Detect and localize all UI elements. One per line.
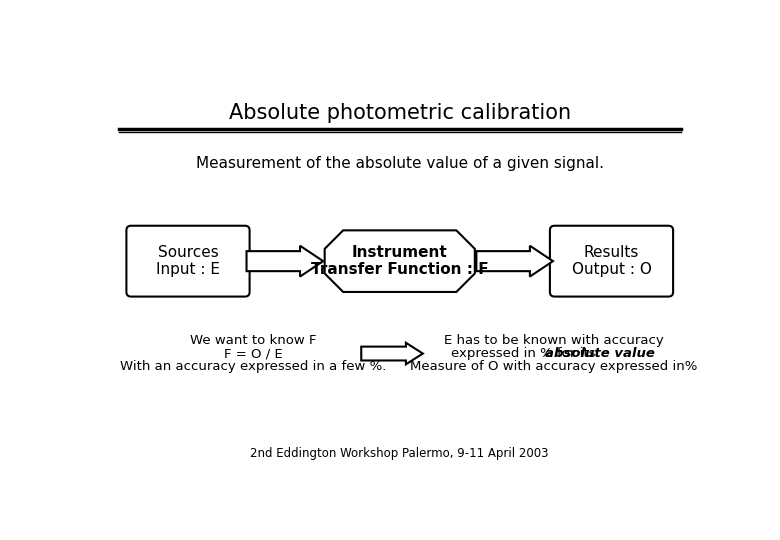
FancyBboxPatch shape — [126, 226, 250, 296]
Polygon shape — [477, 246, 553, 276]
Text: Results
Output : O: Results Output : O — [572, 245, 651, 278]
Text: Measure of O with accuracy expressed in%: Measure of O with accuracy expressed in% — [410, 360, 697, 373]
Text: Instrument
Transfer Function : F: Instrument Transfer Function : F — [311, 245, 488, 278]
Polygon shape — [361, 343, 423, 364]
Text: Measurement of the absolute value of a given signal.: Measurement of the absolute value of a g… — [196, 156, 604, 171]
Polygon shape — [324, 231, 475, 292]
Text: 2nd Eddington Workshop Palermo, 9-11 April 2003: 2nd Eddington Workshop Palermo, 9-11 Apr… — [250, 447, 549, 460]
Text: We want to know F: We want to know F — [190, 334, 317, 347]
Text: expressed in % for its: expressed in % for its — [451, 347, 600, 360]
Text: Sources
Input : E: Sources Input : E — [156, 245, 220, 278]
Text: F = O / E: F = O / E — [224, 347, 283, 360]
FancyBboxPatch shape — [550, 226, 673, 296]
Text: absolute value: absolute value — [545, 347, 655, 360]
Text: With an accuracy expressed in a few %.: With an accuracy expressed in a few %. — [120, 360, 387, 373]
Text: Absolute photometric calibration: Absolute photometric calibration — [229, 103, 571, 123]
Polygon shape — [246, 246, 323, 276]
Text: E has to be known with accuracy: E has to be known with accuracy — [444, 334, 664, 347]
